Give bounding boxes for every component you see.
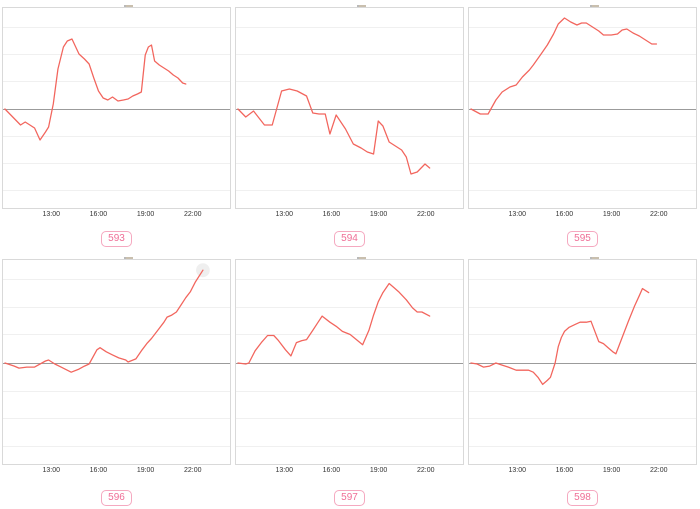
x-tick-label: 22:00 — [649, 211, 668, 218]
chart-id-badge[interactable]: 595 — [567, 231, 598, 247]
series-line — [237, 282, 431, 365]
chart-cell: 13:00 16:00 19:00 22:00 596 — [2, 250, 231, 509]
x-axis-tick-row: 13:00 16:00 19:00 22:00 — [2, 209, 231, 222]
line-chart-svg — [3, 27, 230, 191]
clipped-chart-title — [235, 0, 464, 7]
x-tick-label: 19:00 — [136, 467, 155, 474]
clipped-chart-title — [468, 0, 697, 7]
badge-row: 593 — [2, 222, 231, 250]
x-tick-label: 16:00 — [555, 467, 574, 474]
x-tick-label: 19:00 — [369, 211, 388, 218]
chart-panel — [235, 7, 464, 209]
x-tick-label: 13:00 — [508, 211, 526, 218]
chart-id-badge[interactable]: 594 — [334, 231, 365, 247]
x-tick-label: 16:00 — [89, 467, 108, 474]
clipped-chart-title — [2, 250, 231, 259]
badge-row: 597 — [235, 478, 464, 509]
chart-id-badge[interactable]: 593 — [101, 231, 132, 247]
line-chart-svg — [236, 27, 463, 191]
x-tick-label: 19:00 — [136, 211, 155, 218]
chart-cell: 13:00 16:00 19:00 22:00 595 — [468, 0, 697, 250]
chart-cell: 13:00 16:00 19:00 22:00 598 — [468, 250, 697, 509]
chart-panel — [468, 7, 697, 209]
chart-cell: 13:00 16:00 19:00 22:00 597 — [235, 250, 464, 509]
series-line — [470, 287, 650, 386]
x-tick-label: 13:00 — [42, 211, 60, 218]
x-tick-label: 22:00 — [416, 211, 435, 218]
line-chart-svg — [236, 279, 463, 447]
clipped-chart-title — [235, 250, 464, 259]
chart-panel — [2, 259, 231, 465]
line-chart-svg — [469, 279, 696, 447]
badge-row: 594 — [235, 222, 464, 250]
chart-id-badge[interactable]: 597 — [334, 490, 365, 506]
x-tick-label: 22:00 — [416, 467, 435, 474]
line-chart-svg — [3, 263, 230, 447]
chart-cell: 13:00 16:00 19:00 22:00 594 — [235, 0, 464, 250]
x-axis-tick-row: 13:00 16:00 19:00 22:00 — [235, 209, 464, 222]
x-tick-label: 19:00 — [602, 467, 621, 474]
x-tick-label: 19:00 — [602, 211, 621, 218]
x-tick-label: 13:00 — [275, 467, 293, 474]
chart-panel — [2, 7, 231, 209]
series-line — [237, 88, 431, 175]
badge-row: 595 — [468, 222, 697, 250]
x-tick-label: 22:00 — [183, 211, 202, 218]
badge-row: 598 — [468, 478, 697, 509]
x-tick-label: 13:00 — [42, 467, 60, 474]
clipped-chart-title — [468, 250, 697, 259]
badge-row: 596 — [2, 478, 231, 509]
clipped-chart-title — [2, 0, 231, 7]
x-tick-label: 19:00 — [369, 467, 388, 474]
x-tick-label: 16:00 — [555, 211, 574, 218]
chart-panel — [235, 259, 464, 465]
x-tick-label: 16:00 — [322, 211, 341, 218]
line-chart-svg — [469, 17, 696, 191]
x-tick-label: 22:00 — [183, 467, 202, 474]
chart-id-badge[interactable]: 598 — [567, 490, 598, 506]
x-tick-label: 16:00 — [89, 211, 108, 218]
x-tick-label: 13:00 — [275, 211, 293, 218]
series-line — [470, 17, 658, 115]
x-tick-label: 13:00 — [508, 467, 526, 474]
x-axis-tick-row: 13:00 16:00 19:00 22:00 — [468, 209, 697, 222]
series-line — [4, 269, 204, 373]
x-tick-label: 16:00 — [322, 467, 341, 474]
x-axis-tick-row: 13:00 16:00 19:00 22:00 — [468, 465, 697, 478]
x-axis-tick-row: 13:00 16:00 19:00 22:00 — [235, 465, 464, 478]
chart-id-badge[interactable]: 596 — [101, 490, 132, 506]
chart-panel — [468, 259, 697, 465]
series-line — [4, 38, 187, 141]
x-axis-tick-row: 13:00 16:00 19:00 22:00 — [2, 465, 231, 478]
x-tick-label: 22:00 — [649, 467, 668, 474]
chart-cell: 13:00 16:00 19:00 22:00 593 — [2, 0, 231, 250]
